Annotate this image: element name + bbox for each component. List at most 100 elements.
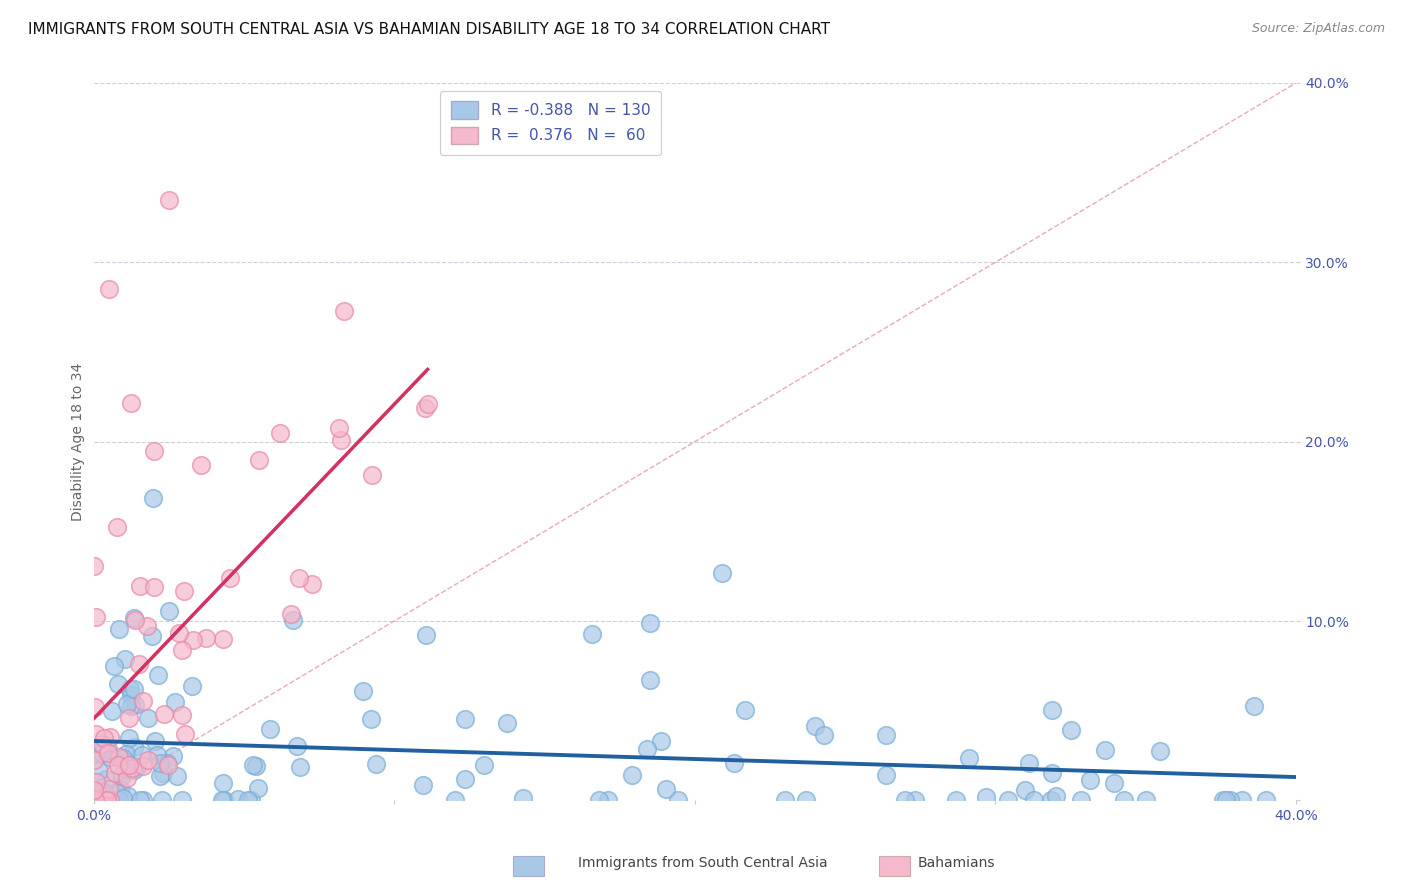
Point xyxy=(723,756,745,770)
Point xyxy=(136,711,159,725)
Point xyxy=(416,397,439,411)
Point xyxy=(83,699,105,714)
Point xyxy=(108,749,131,764)
Point xyxy=(98,730,121,744)
Point xyxy=(240,793,263,807)
Point xyxy=(259,723,281,737)
Point xyxy=(1070,793,1092,807)
Point xyxy=(181,679,204,693)
Point xyxy=(84,775,107,789)
Point xyxy=(945,793,967,807)
Point xyxy=(128,793,150,807)
Point xyxy=(443,793,465,807)
Point xyxy=(219,571,242,585)
Point xyxy=(115,754,138,768)
Point xyxy=(1018,756,1040,770)
Point xyxy=(287,571,309,585)
Point xyxy=(93,785,115,799)
Point xyxy=(100,750,122,764)
Point xyxy=(734,703,756,717)
Point xyxy=(141,629,163,643)
Point xyxy=(621,768,644,782)
Point xyxy=(122,682,145,697)
Point xyxy=(120,396,142,410)
Point xyxy=(83,782,105,797)
Point xyxy=(1040,793,1063,807)
Point xyxy=(328,421,350,435)
Point xyxy=(1040,766,1063,780)
Point xyxy=(412,779,434,793)
Point xyxy=(96,793,118,807)
Point xyxy=(100,793,122,807)
Point xyxy=(128,657,150,671)
Point xyxy=(228,792,250,806)
Point xyxy=(413,401,436,415)
Point xyxy=(115,747,138,761)
Point xyxy=(245,759,267,773)
Point xyxy=(170,793,193,807)
Point xyxy=(103,659,125,673)
Point xyxy=(83,753,105,767)
Point xyxy=(495,715,517,730)
Point xyxy=(94,772,117,787)
Point xyxy=(352,684,374,698)
Point xyxy=(330,433,353,447)
Point xyxy=(281,613,304,627)
Point xyxy=(1219,793,1241,807)
Point xyxy=(83,558,105,573)
Point xyxy=(132,694,155,708)
Point xyxy=(84,746,107,760)
Point xyxy=(122,611,145,625)
Point xyxy=(1232,793,1254,807)
Point xyxy=(242,757,264,772)
Text: IMMIGRANTS FROM SOUTH CENTRAL ASIA VS BAHAMIAN DISABILITY AGE 18 TO 34 CORRELATI: IMMIGRANTS FROM SOUTH CENTRAL ASIA VS BA… xyxy=(28,22,830,37)
Point xyxy=(108,782,131,797)
Y-axis label: Disability Age 18 to 34: Disability Age 18 to 34 xyxy=(72,362,86,521)
Point xyxy=(640,673,662,688)
Point xyxy=(96,793,118,807)
Point xyxy=(117,789,139,803)
Legend: R = -0.388   N = 130, R =  0.376   N =  60: R = -0.388 N = 130, R = 0.376 N = 60 xyxy=(440,91,661,155)
Point xyxy=(212,793,235,807)
Point xyxy=(472,757,495,772)
Point xyxy=(212,776,235,790)
Point xyxy=(96,793,118,807)
Point xyxy=(146,668,169,682)
Point xyxy=(650,733,672,747)
Point xyxy=(91,746,114,760)
Point xyxy=(1243,699,1265,714)
Point xyxy=(87,793,110,807)
Point xyxy=(131,747,153,762)
Point xyxy=(875,768,897,782)
Point xyxy=(86,785,108,799)
Point xyxy=(165,695,187,709)
Point xyxy=(904,793,927,807)
Point xyxy=(97,746,120,760)
Point xyxy=(118,731,141,746)
Point xyxy=(93,793,115,807)
Point xyxy=(1149,744,1171,758)
Point xyxy=(1078,772,1101,787)
Point xyxy=(1094,743,1116,757)
Point xyxy=(98,781,121,796)
Point xyxy=(157,604,180,618)
Point xyxy=(1212,793,1234,807)
Point xyxy=(173,583,195,598)
Point xyxy=(1135,793,1157,807)
Point xyxy=(366,756,388,771)
Point xyxy=(107,757,129,772)
Point xyxy=(173,727,195,741)
Point xyxy=(121,761,143,775)
Point xyxy=(710,566,733,580)
Point xyxy=(143,581,166,595)
Point xyxy=(101,704,124,718)
Point xyxy=(894,793,917,807)
Point xyxy=(142,443,165,458)
Point xyxy=(666,793,689,807)
Point xyxy=(333,304,356,318)
Point xyxy=(636,741,658,756)
Point xyxy=(112,762,135,776)
Point xyxy=(111,769,134,783)
Point xyxy=(136,619,159,633)
Point xyxy=(1014,783,1036,797)
